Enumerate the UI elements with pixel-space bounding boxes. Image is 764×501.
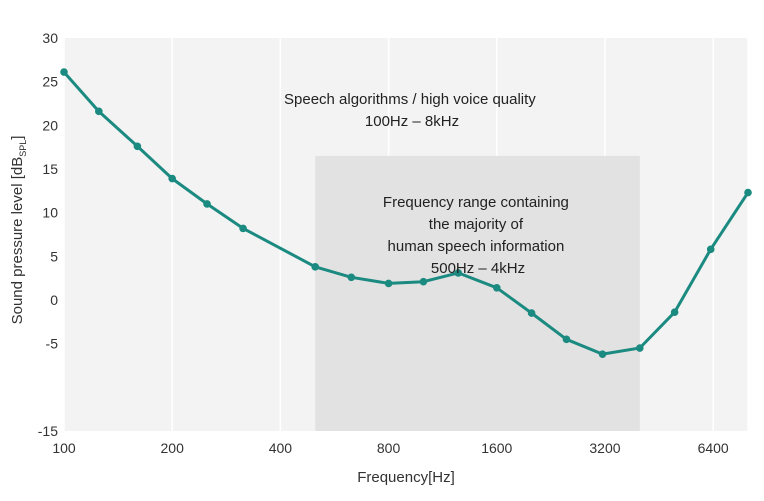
data-point-800 xyxy=(384,279,393,288)
data-points xyxy=(60,68,752,358)
annotation-speech-range-line-2: the majority of xyxy=(429,216,524,233)
y-tick-label-0: 0 xyxy=(50,292,58,308)
data-point-630 xyxy=(347,273,356,282)
y-tick-label--5: -5 xyxy=(46,336,59,352)
annotation-voice-quality-line-2: 100Hz – 8kHz xyxy=(365,113,459,130)
data-point-315 xyxy=(239,224,247,233)
y-axis-label-subscript: SPL xyxy=(18,140,28,157)
data-point-1000 xyxy=(419,277,428,286)
data-point-200 xyxy=(168,174,176,183)
x-axis-label: Frequency[Hz] xyxy=(357,469,455,486)
data-point-500 xyxy=(311,263,320,271)
data-point-160 xyxy=(133,142,142,151)
x-tick-label-200: 200 xyxy=(161,440,185,456)
data-point-2000 xyxy=(527,309,536,317)
y-tick-label-5: 5 xyxy=(50,248,58,264)
y-tick-label-30: 30 xyxy=(42,30,58,46)
x-tick-label-6400: 6400 xyxy=(698,440,729,456)
data-point-100 xyxy=(60,68,68,76)
data-point-1250 xyxy=(454,269,463,277)
data-point-8000 xyxy=(744,188,752,197)
annotation-speech-range-line-3: human speech information xyxy=(388,238,565,255)
data-point-2500 xyxy=(562,335,571,344)
data-point-5000 xyxy=(670,308,679,317)
data-point-1600 xyxy=(492,283,501,292)
annotation-speech-range-line-1: Frequency range containing xyxy=(383,194,569,211)
y-tick-label--15: -15 xyxy=(38,423,58,439)
y-tick-label-20: 20 xyxy=(42,117,58,133)
data-point-250 xyxy=(203,200,211,208)
annotation-voice-quality-line-1: Speech algorithms / high voice quality xyxy=(284,91,536,108)
y-axis-label-close: ] xyxy=(9,136,26,140)
annotation-speech-range-line-4: 500Hz – 4kHz xyxy=(431,260,525,277)
y-tick-label-10: 10 xyxy=(42,205,58,221)
data-point-125 xyxy=(95,107,103,116)
data-point-6300 xyxy=(706,245,715,254)
annotation-voice-quality: Speech algorithms / high voice quality 1… xyxy=(284,91,540,130)
data-point-3150 xyxy=(598,350,607,358)
x-tick-label-100: 100 xyxy=(52,440,76,456)
y-axis-label-main: Sound pressure level [dB xyxy=(9,157,26,325)
x-axis-ticks: 100 200 400 800 1600 3200 6400 xyxy=(52,440,729,456)
y-axis-ticks: -15 -5 0 5 10 15 20 25 30 xyxy=(38,30,58,439)
data-point-4000 xyxy=(636,344,644,352)
speech-range-shaded-region xyxy=(315,155,640,431)
annotation-speech-range: Frequency range containing the majority … xyxy=(383,194,573,277)
x-tick-label-400: 400 xyxy=(269,440,293,456)
x-tick-label-1600: 1600 xyxy=(481,440,512,456)
y-tick-label-15: 15 xyxy=(42,161,58,177)
x-tick-label-800: 800 xyxy=(377,440,401,456)
y-axis-label: Sound pressure level [dBSPL] xyxy=(9,136,28,325)
y-tick-label-25: 25 xyxy=(42,74,58,90)
x-tick-label-3200: 3200 xyxy=(589,440,620,456)
